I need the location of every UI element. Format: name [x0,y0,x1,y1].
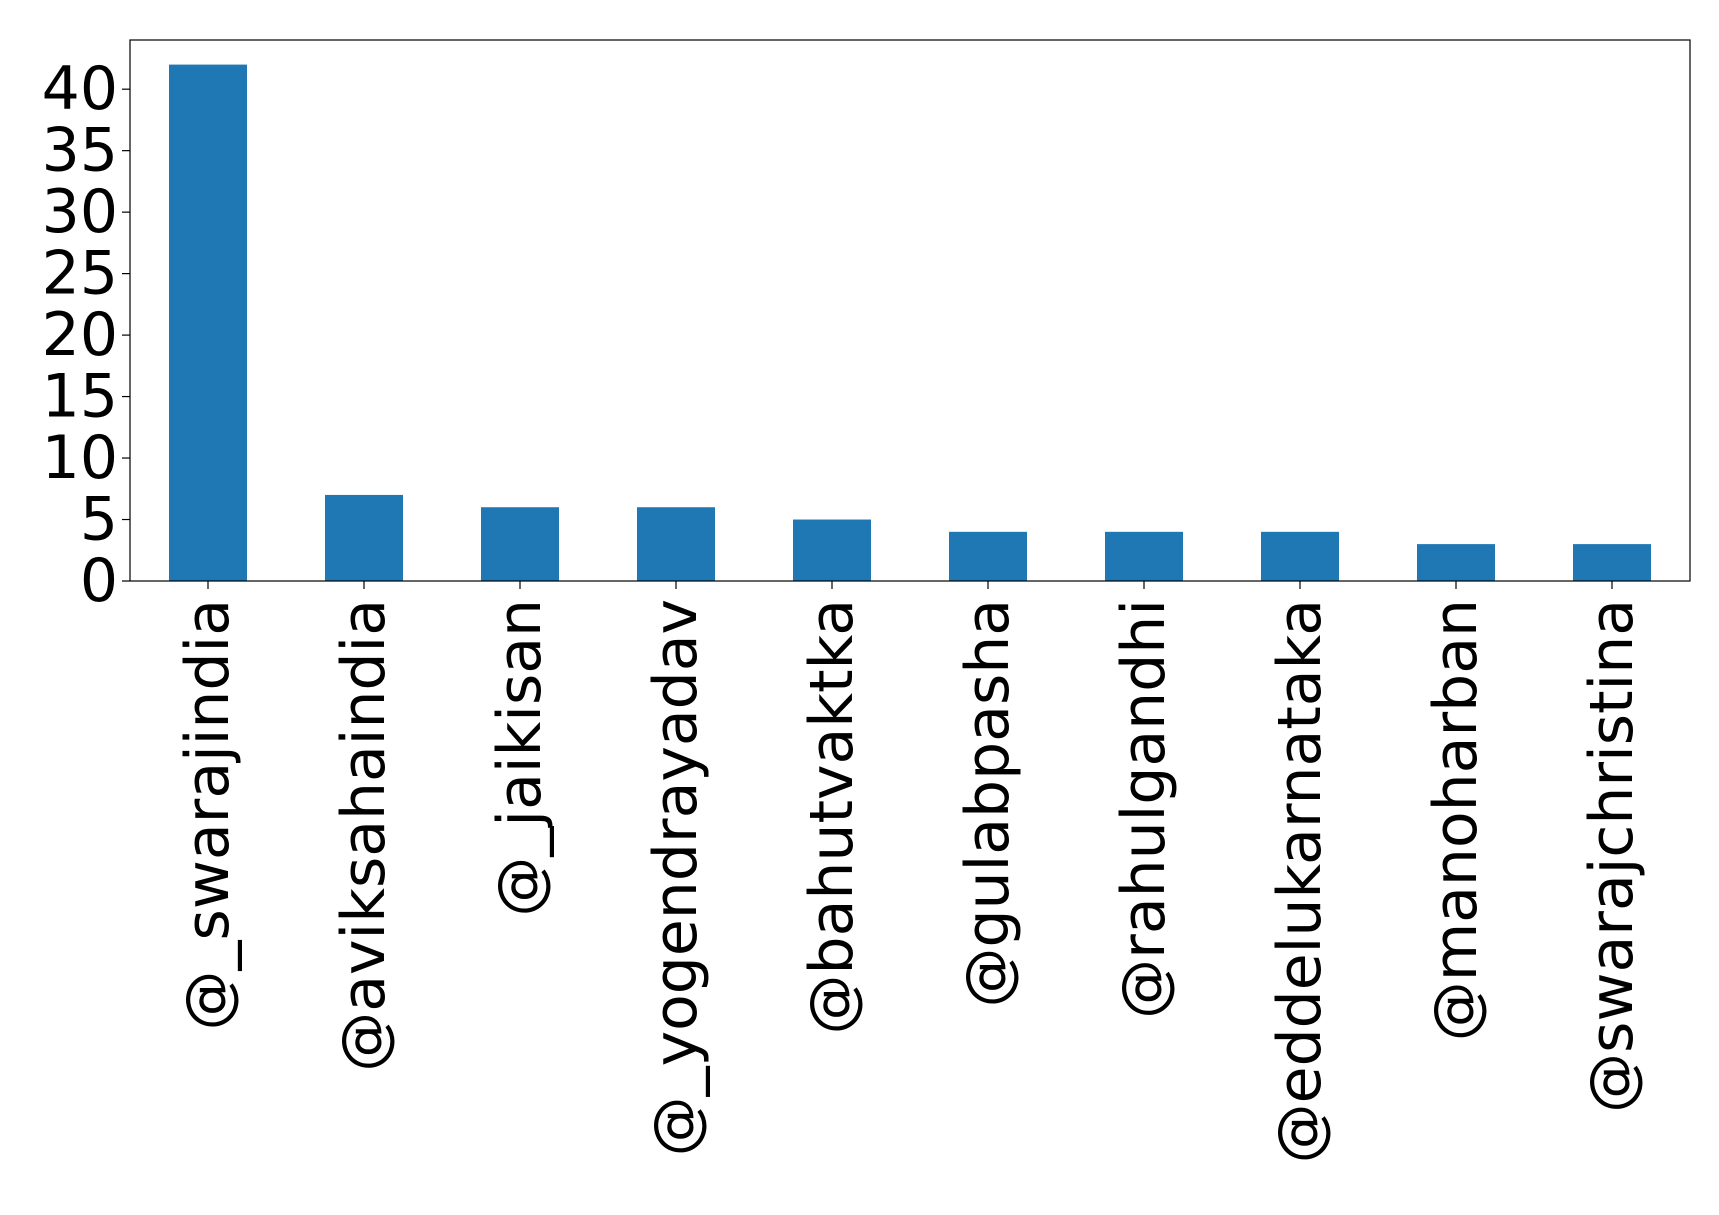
y-tick-label: 0 [80,546,118,616]
x-tick-label: @rahulgandhi [1109,599,1179,1019]
bar [1261,531,1339,581]
y-tick-label: 20 [42,300,118,370]
bar [1105,531,1183,581]
bars-layer [169,64,1651,581]
bar [169,64,247,581]
y-tick-label: 15 [42,362,118,432]
bar [1417,544,1495,581]
y-tick-label: 25 [42,239,118,309]
y-tick-label: 35 [42,116,118,186]
x-tick-label: @_swarajindia [173,599,243,1030]
bar [325,494,403,581]
plot-frame [129,39,1691,582]
y-tick-label: 5 [80,485,118,555]
x-tick-label: @_yogendrayadav [641,599,711,1156]
x-tick-label: @aviksahaindia [329,599,399,1072]
x-tick-label: @eddelukarnataka [1265,599,1335,1163]
y-tick-label: 30 [42,177,118,247]
bar [793,519,871,581]
x-tick-label: @_jaikisan [485,599,555,917]
bar [949,531,1027,581]
x-tick-label: @bahutvaktka [797,599,867,1034]
bar [1573,544,1651,581]
x-tick-label: @gulabpasha [953,599,1023,1008]
x-tick-label: @manoharban [1421,599,1491,1041]
bar [637,507,715,581]
y-tick-label: 10 [42,423,118,493]
y-tick-label: 40 [42,54,118,124]
bar [481,507,559,581]
x-axis: @_swarajindia @aviksahaindia @_jaikisan @_y… [173,581,1647,1163]
x-tick-label: @swarajchristina [1577,599,1647,1113]
